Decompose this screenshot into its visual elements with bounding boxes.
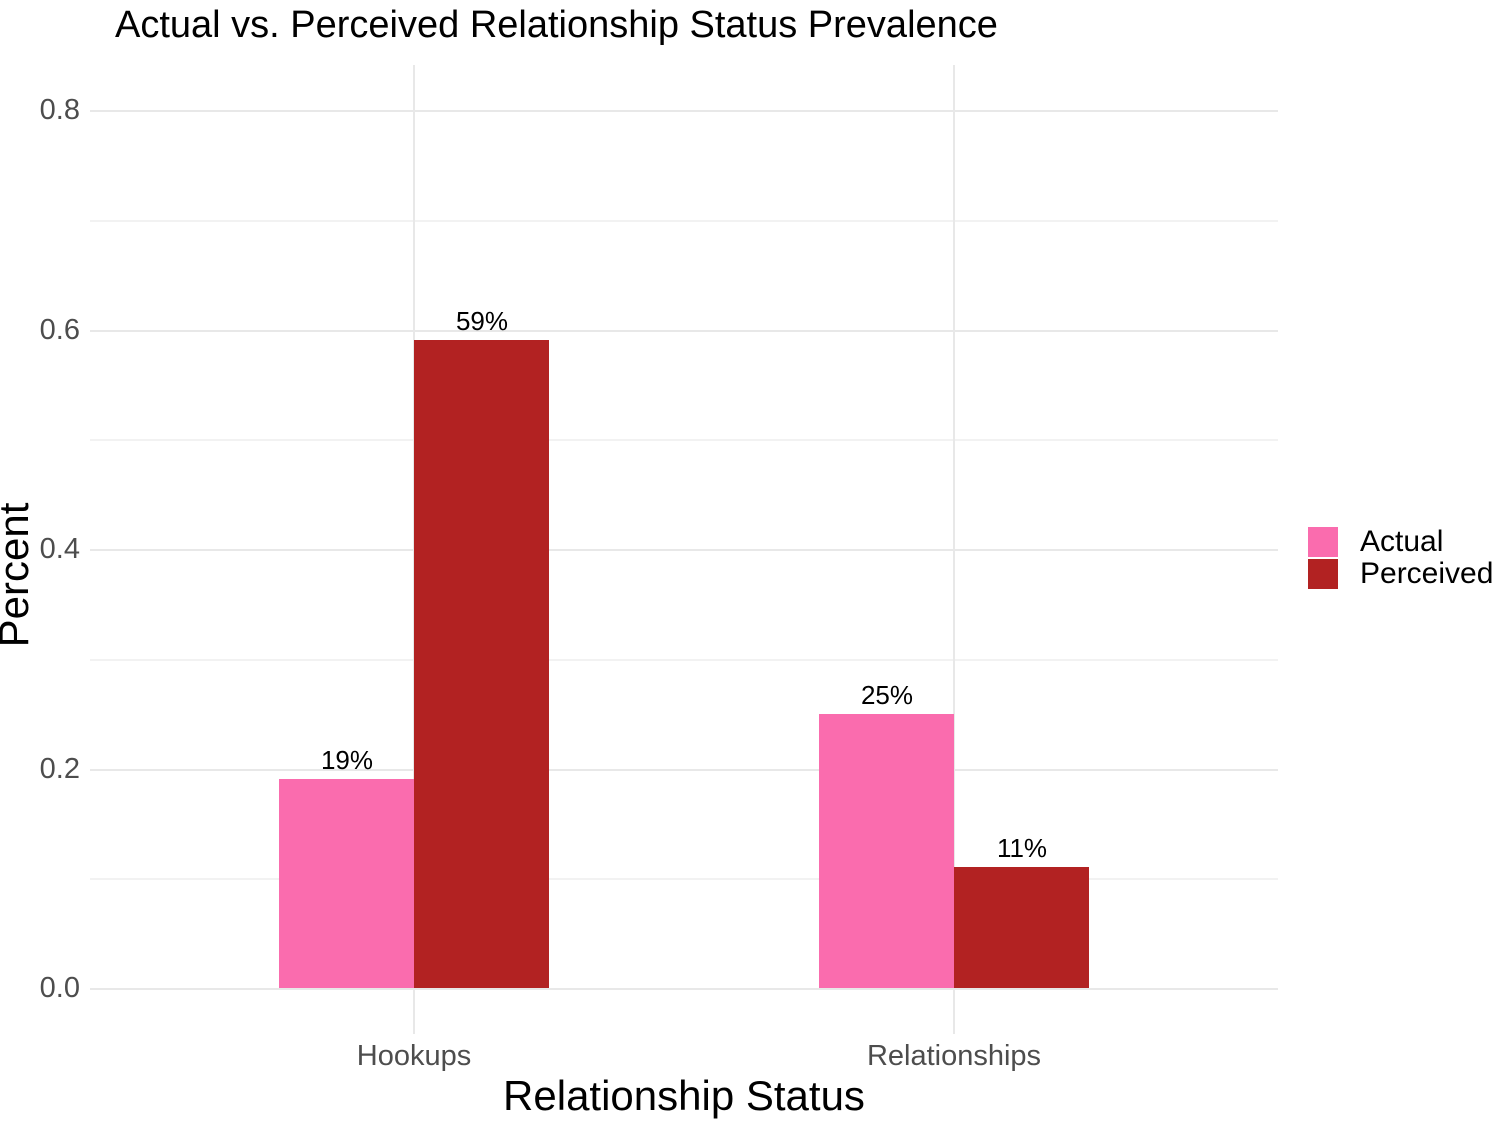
bar-value-label: 25% <box>860 680 914 710</box>
chart-title: Actual vs. Perceived Relationship Status… <box>115 4 998 46</box>
legend-swatch-icon <box>1308 559 1338 589</box>
gridline-minor <box>90 659 1278 661</box>
legend-item-actual: Actual <box>1308 525 1493 558</box>
legend-label: Perceived <box>1360 557 1494 590</box>
y-tick-label: 0.4 <box>39 533 80 565</box>
gridline-major <box>90 988 1278 990</box>
x-category-label: Hookups <box>356 1040 472 1072</box>
bar-actual-relationships <box>819 714 954 988</box>
legend: Actual Perceived <box>1308 525 1494 590</box>
gridline-major <box>90 330 1278 332</box>
bar-value-label: 59% <box>455 306 509 336</box>
y-tick-label: 0.6 <box>39 314 80 346</box>
y-tick-label: 0.0 <box>39 972 80 1004</box>
plot-panel: 19% 25% 59% 11% <box>90 65 1278 1034</box>
gridline-minor <box>90 878 1278 880</box>
legend-swatch-icon <box>1308 527 1338 557</box>
legend-item-perceived: Perceived <box>1308 557 1494 590</box>
bar-value-label: 19% <box>320 745 374 775</box>
gridline-vertical <box>953 65 955 1034</box>
y-tick-label: 0.8 <box>39 94 80 126</box>
bar-perceived-relationships <box>954 867 1089 988</box>
y-axis-title: Percent <box>0 502 37 648</box>
gridline-major <box>90 549 1278 551</box>
bar-perceived-hookups <box>414 340 549 988</box>
x-axis-title: Relationship Status <box>503 1072 865 1119</box>
bar-value-label: 11% <box>996 833 1048 863</box>
y-tick-label: 0.2 <box>39 753 80 785</box>
legend-label: Actual <box>1360 525 1444 558</box>
x-category-label: Relationships <box>866 1040 1042 1072</box>
gridline-minor <box>90 439 1278 441</box>
gridline-major <box>90 110 1278 112</box>
gridline-major <box>90 769 1278 771</box>
gridline-minor <box>90 220 1278 222</box>
bar-actual-hookups <box>279 779 414 988</box>
